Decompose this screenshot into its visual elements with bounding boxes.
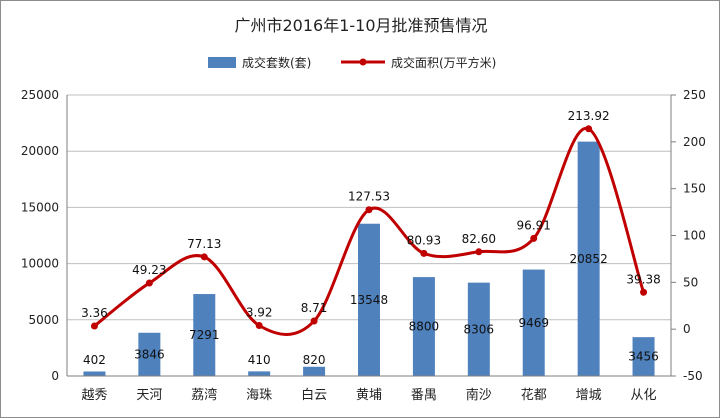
bar-value-label: 8306	[464, 322, 495, 336]
bar	[193, 294, 216, 376]
y-right-tick-label: 250	[683, 88, 706, 102]
legend-line-label: 成交面积(万平方米)	[391, 55, 496, 70]
line-value-label: 96.91	[517, 218, 551, 232]
y-left-tick-label: 5000	[28, 313, 59, 327]
line-value-label: 39.38	[626, 272, 660, 286]
y-left-tick-label: 25000	[21, 88, 59, 102]
y-right-tick-label: -50	[683, 369, 703, 383]
line-value-label: 49.23	[132, 263, 166, 277]
bar-value-label: 3846	[134, 347, 165, 361]
line-point	[90, 322, 98, 330]
bar	[522, 269, 545, 376]
line-point	[145, 279, 153, 287]
y-right-tick-label: 50	[683, 275, 698, 289]
bar-series	[83, 141, 655, 376]
line-point	[530, 234, 538, 242]
bar-value-label: 820	[303, 353, 326, 367]
bar	[138, 332, 161, 376]
bar	[467, 282, 490, 376]
line-value-label: 3.36	[81, 306, 108, 320]
line-point	[365, 206, 373, 214]
x-category-label: 从化	[631, 388, 657, 403]
bar	[358, 223, 380, 376]
x-category-label: 黄埔	[356, 388, 382, 403]
line-value-label: 213.92	[568, 109, 610, 123]
line-series	[90, 125, 648, 336]
bar	[303, 366, 326, 376]
bar-value-label: 20852	[570, 252, 608, 266]
legend-bar-label: 成交套数(套)	[242, 55, 311, 70]
line-value-label: 82.60	[462, 232, 496, 246]
x-category-label: 番禺	[411, 388, 437, 403]
y-right-tick-label: 200	[683, 135, 706, 149]
x-category-label: 天河	[136, 388, 162, 403]
x-category-label: 南沙	[466, 387, 492, 403]
legend-bar-swatch	[208, 57, 236, 68]
bar-value-label: 13548	[350, 293, 388, 307]
y-right-tick-label: 100	[683, 229, 706, 243]
line-value-label: 127.53	[348, 190, 390, 204]
bar-value-label: 7291	[189, 328, 220, 342]
y-left-tick-label: 0	[51, 369, 59, 383]
axes: 0 5000 10000 15000 20000 25000 -50 0 50 100 150 200…	[21, 88, 706, 383]
y-left-tick-label: 20000	[21, 144, 59, 158]
bar	[577, 141, 600, 376]
bar-value-label: 410	[248, 353, 271, 367]
line-point	[475, 248, 483, 256]
bar	[83, 371, 106, 376]
line-point	[420, 249, 428, 257]
bar-value-label: 9469	[518, 316, 549, 330]
bar-value-label: 8800	[409, 320, 440, 334]
line-point	[640, 288, 648, 296]
x-category-label: 增城	[576, 388, 602, 403]
x-category-label: 花都	[521, 387, 547, 403]
chart-title: 广州市2016年1-10月批准预售情况	[234, 16, 487, 35]
data-labels: 越秀 天河 荔湾 海珠 白云 黄埔 番禺 南沙 花都 增城 从化 402 3846 7291 410 820 1…	[81, 109, 661, 403]
bar	[412, 277, 435, 376]
line-point	[255, 321, 263, 329]
line-point	[200, 253, 208, 261]
bar	[248, 371, 271, 376]
line-value-label: 80.93	[407, 233, 441, 247]
y-right-tick-label: 150	[683, 182, 706, 196]
x-category-label: 越秀	[81, 388, 107, 403]
line-value-label: 77.13	[187, 237, 221, 251]
y-right-tick-label: 0	[683, 322, 691, 336]
line-value-label: 3.92	[246, 305, 273, 319]
bar	[632, 337, 655, 376]
y-left-tick-label: 15000	[21, 200, 59, 214]
bar-value-label: 402	[83, 353, 106, 367]
legend: 成交套数(套) 成交面积(万平方米)	[208, 55, 496, 70]
legend-line-marker	[359, 58, 367, 66]
x-category-label: 海珠	[246, 388, 272, 403]
line-point	[585, 125, 593, 133]
y-left-tick-label: 10000	[21, 257, 59, 271]
line-value-label: 8.71	[301, 301, 328, 315]
x-category-label: 荔湾	[191, 387, 217, 403]
x-category-label: 白云	[301, 387, 327, 403]
line-point	[310, 317, 318, 325]
bar-value-label: 3456	[628, 350, 659, 364]
